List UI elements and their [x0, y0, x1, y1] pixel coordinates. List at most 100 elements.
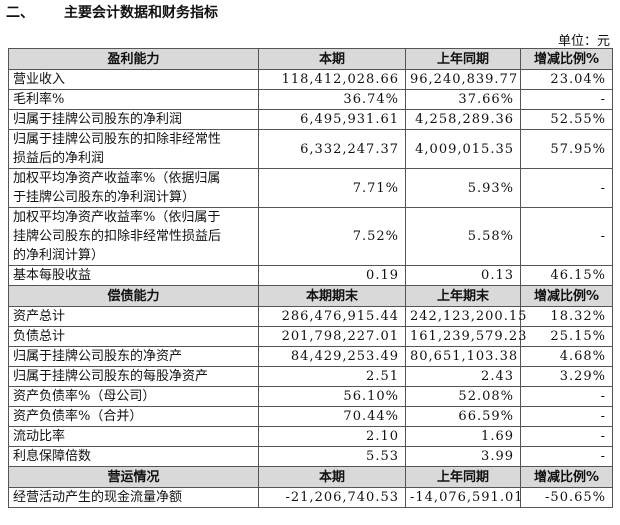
value-cell: 46.15% — [520, 265, 613, 286]
header-cell: 盈利能力 — [8, 48, 259, 70]
value-cell: - — [520, 207, 613, 266]
value-cell: 3.29% — [520, 366, 613, 387]
section-header: 偿债能力 本期期末 上年期末 增减比例% — [8, 285, 613, 307]
header-cell: 本期 — [258, 48, 406, 70]
value-cell: 4.68% — [520, 346, 613, 367]
value-cell: 52.55% — [520, 109, 613, 130]
data-row: 加权平均净资产收益率%（依据归属于挂牌公司股东的净利润计算） 7.71% 5.93%… — [8, 168, 613, 208]
value-cell: 4,258,289.36 — [405, 109, 521, 130]
row-label: 加权平均净资产收益率%（依归属于挂牌公司股东的扣除非经常性损益后的净利润计算） — [8, 207, 259, 266]
heading-text: 主要会计数据和财务指标 — [64, 5, 218, 21]
value-cell: 0.13 — [405, 265, 521, 286]
row-label: 资产负债率%（合并） — [8, 406, 259, 427]
row-label: 营业收入 — [8, 69, 259, 90]
value-cell: - — [520, 386, 613, 407]
value-cell: 1.69 — [405, 426, 521, 447]
value-cell: -50.65% — [520, 487, 613, 508]
data-row: 利息保障倍数 5.53 3.99- — [8, 446, 613, 467]
header-cell: 本期 — [258, 466, 406, 488]
data-row: 资产负债率%（合并） 70.44% 66.59% - — [8, 406, 613, 427]
data-row: 资产负债率%（母公司） 56.10% 52.08% - — [8, 386, 613, 407]
value-cell: 18.32% — [520, 306, 613, 327]
value-cell: 118,412,028.66 — [258, 69, 406, 90]
section-header: 营运情况 本期 上年同期 增减比例% — [8, 466, 613, 488]
value-cell: 70.44% — [258, 406, 406, 427]
value-cell: 3.99 — [405, 446, 521, 467]
section-header: 盈利能力 本期 上年同期 增减比例% — [8, 48, 613, 70]
header-cell: 增减比例% — [520, 48, 613, 70]
row-label: 经营活动产生的现金流量净额 — [8, 487, 259, 508]
header-cell: 营运情况 — [8, 466, 259, 488]
data-row: 经营活动产生的现金流量净额 -21,206,740.53 -14,076,591.0… — [8, 487, 613, 508]
value-cell: 66.59% — [405, 406, 521, 427]
row-label: 归属于挂牌公司股东的净利润 — [8, 109, 259, 130]
data-row: 资产总计 286,476,915.44 242,123,200.15 18.32% — [8, 306, 613, 327]
row-label: 毛利率% — [8, 89, 259, 110]
value-cell: - — [520, 446, 613, 467]
row-label: 加权平均净资产收益率%（依据归属于挂牌公司股东的净利润计算） — [8, 168, 259, 208]
financial-table: 盈利能力 本期 上年同期 增减比例% 营业收入 118,412,028.66 96,240,… — [8, 48, 613, 508]
value-cell: 96,240,839.77 — [405, 69, 521, 90]
data-row: 营业收入 118,412,028.66 96,240,839.77 23.04% — [8, 69, 613, 90]
value-cell: 84,429,253.49 — [258, 346, 406, 367]
data-row: 归属于挂牌公司股东的净资产 84,429,253.49 80,651,103.38 4… — [8, 346, 613, 367]
value-cell: 23.04% — [520, 69, 613, 90]
data-row: 加权平均净资产收益率%（依归属于挂牌公司股东的扣除非经常性损益后的净利润计算） 7… — [8, 207, 613, 266]
value-cell: 201,798,227.01 — [258, 326, 406, 347]
row-label: 资产总计 — [8, 306, 259, 327]
data-row: 毛利率% 36.74% 37.66% - — [8, 89, 613, 110]
value-cell: 2.10 — [258, 426, 406, 447]
value-cell: 161,239,579.23 — [405, 326, 526, 347]
value-cell: 6,495,931.61 — [258, 109, 406, 130]
data-row: 归属于挂牌公司股东的扣除非经常性损益后的净利润 6,332,247.37 4,009… — [8, 129, 613, 169]
unit: 单位：元 — [557, 34, 610, 49]
value-cell: 25.15% — [520, 326, 613, 347]
data-row: 归属于挂牌公司股东的净利润 6,495,931.61 4,258,289.36 52.… — [8, 109, 613, 130]
data-row: 负债总计 201,798,227.01 161,239,579.23 25.15% — [8, 326, 613, 347]
value-cell: 5.58% — [405, 207, 521, 266]
value-cell: 80,651,103.38 — [405, 346, 521, 367]
value-cell: 5.53 — [258, 446, 406, 467]
row-label: 资产负债率%（母公司） — [8, 386, 259, 407]
value-cell: 57.95% — [520, 129, 613, 169]
header-cell: 上年同期 — [405, 466, 521, 488]
row-label: 流动比率 — [8, 426, 259, 447]
value-cell: 7.52% — [258, 207, 406, 266]
value-cell: 286,476,915.44 — [258, 306, 406, 327]
header-cell: 本期期末 — [258, 285, 406, 307]
value-cell: 2.43 — [405, 366, 521, 387]
value-cell: 36.74% — [258, 89, 406, 110]
value-cell: - — [520, 426, 613, 447]
row-label: 归属于挂牌公司股东的净资产 — [8, 346, 259, 367]
value-cell: 37.66% — [405, 89, 521, 110]
value-cell: 52.08% — [405, 386, 521, 407]
value-cell: 4,009,015.35 — [405, 129, 521, 169]
value-cell: -21,206,740.53 — [258, 487, 406, 508]
row-label: 基本每股收益 — [8, 265, 259, 286]
data-row: 流动比率 2.10 1.69- — [8, 426, 613, 447]
row-label: 利息保障倍数 — [8, 446, 259, 467]
value-cell: - — [520, 406, 613, 427]
header-cell: 上年期末 — [405, 285, 521, 307]
value-cell: - — [520, 168, 613, 208]
value-cell: - — [520, 89, 613, 110]
value-cell: 242,123,200.15 — [405, 306, 526, 327]
header-cell: 增减比例% — [520, 285, 613, 307]
header-cell: 增减比例% — [520, 466, 613, 488]
value-cell: -14,076,591.01 — [405, 487, 523, 508]
data-row: 归属于挂牌公司股东的每股净资产 2.51 2.43 3.29% — [8, 366, 613, 387]
value-cell: 6,332,247.37 — [258, 129, 406, 169]
row-label: 归属于挂牌公司股东的每股净资产 — [8, 366, 259, 387]
row-label: 负债总计 — [8, 326, 259, 347]
heading: 二、 主要会计数据和财务指标 — [6, 2, 218, 22]
data-row: 基本每股收益 0.19 0.13 46.15% — [8, 265, 613, 286]
value-cell: 7.71% — [258, 168, 406, 208]
value-cell: 5.93% — [405, 168, 521, 208]
value-cell: 0.19 — [258, 265, 406, 286]
header-cell: 上年同期 — [405, 48, 521, 70]
heading-number: 二、 — [6, 5, 34, 21]
value-cell: 2.51 — [258, 366, 406, 387]
row-label: 归属于挂牌公司股东的扣除非经常性损益后的净利润 — [8, 129, 259, 169]
value-cell: 56.10% — [258, 386, 406, 407]
